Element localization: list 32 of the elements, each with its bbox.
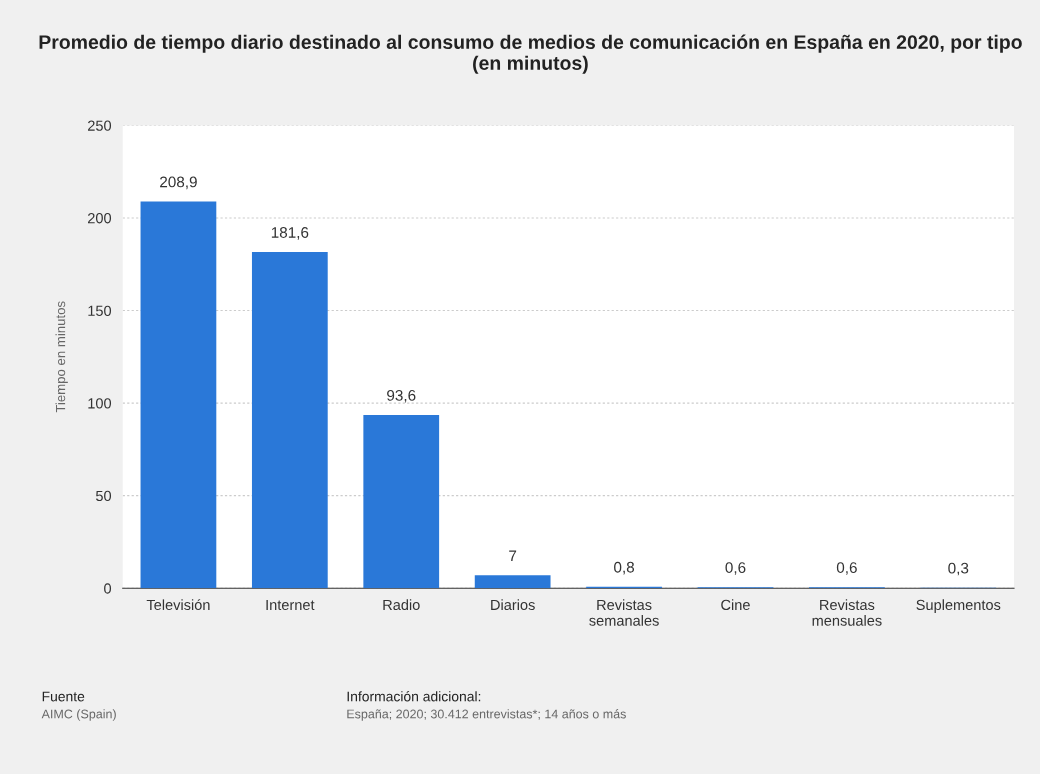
chart-title: Promedio de tiempo diario destinado al consumo de medios de comunicación en España en 2020, por tipo (en minutos) xyxy=(39,34,1022,74)
data-label: 181,6 xyxy=(271,227,309,240)
x-tick-label: Radio xyxy=(383,599,420,611)
y-axis-title: Tiempo en minutos xyxy=(55,301,68,413)
x-tick-label: Revistas semanales xyxy=(589,599,659,626)
bar xyxy=(140,201,217,589)
y-tick-label: 100 xyxy=(88,398,112,409)
y-tick-label: 0 xyxy=(104,583,112,594)
data-label: 93,6 xyxy=(387,390,416,403)
x-tick-label: Televisión xyxy=(146,599,210,611)
bar xyxy=(251,252,328,589)
y-tick-label: 200 xyxy=(88,213,112,224)
bar xyxy=(474,575,551,589)
data-label: 0,8 xyxy=(614,561,635,575)
text: AIMC (Spain) xyxy=(41,709,116,721)
data-label: 0,3 xyxy=(948,562,969,576)
x-tick-label: Suplementos xyxy=(916,599,1001,613)
text: Fuente xyxy=(42,691,85,702)
bar xyxy=(363,414,440,589)
x-tick-label: Revistas mensuales xyxy=(812,599,882,626)
x-tick-label: Internet xyxy=(266,599,315,611)
y-tick-label: 150 xyxy=(88,305,112,316)
x-tick-label: Cine xyxy=(721,599,750,611)
y-tick-label: 250 xyxy=(88,120,112,131)
data-label: 208,9 xyxy=(160,176,197,190)
data-label: 0,6 xyxy=(836,562,857,575)
text: Información adicional: xyxy=(347,691,481,702)
data-label: 0,6 xyxy=(725,562,746,575)
x-tick-label: Diarios xyxy=(491,599,535,611)
data-label: 7 xyxy=(509,550,517,561)
y-tick-label: 50 xyxy=(95,490,112,502)
text: España; 2020; 30.412 entrevistas*; 14 años o más xyxy=(347,709,626,721)
